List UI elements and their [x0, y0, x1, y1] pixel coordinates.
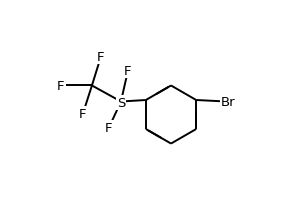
- Text: S: S: [117, 97, 125, 109]
- Text: F: F: [97, 51, 105, 64]
- Text: F: F: [124, 65, 132, 78]
- Text: Br: Br: [221, 96, 236, 108]
- Text: F: F: [57, 80, 65, 93]
- Text: F: F: [105, 121, 113, 134]
- Text: F: F: [79, 107, 87, 120]
